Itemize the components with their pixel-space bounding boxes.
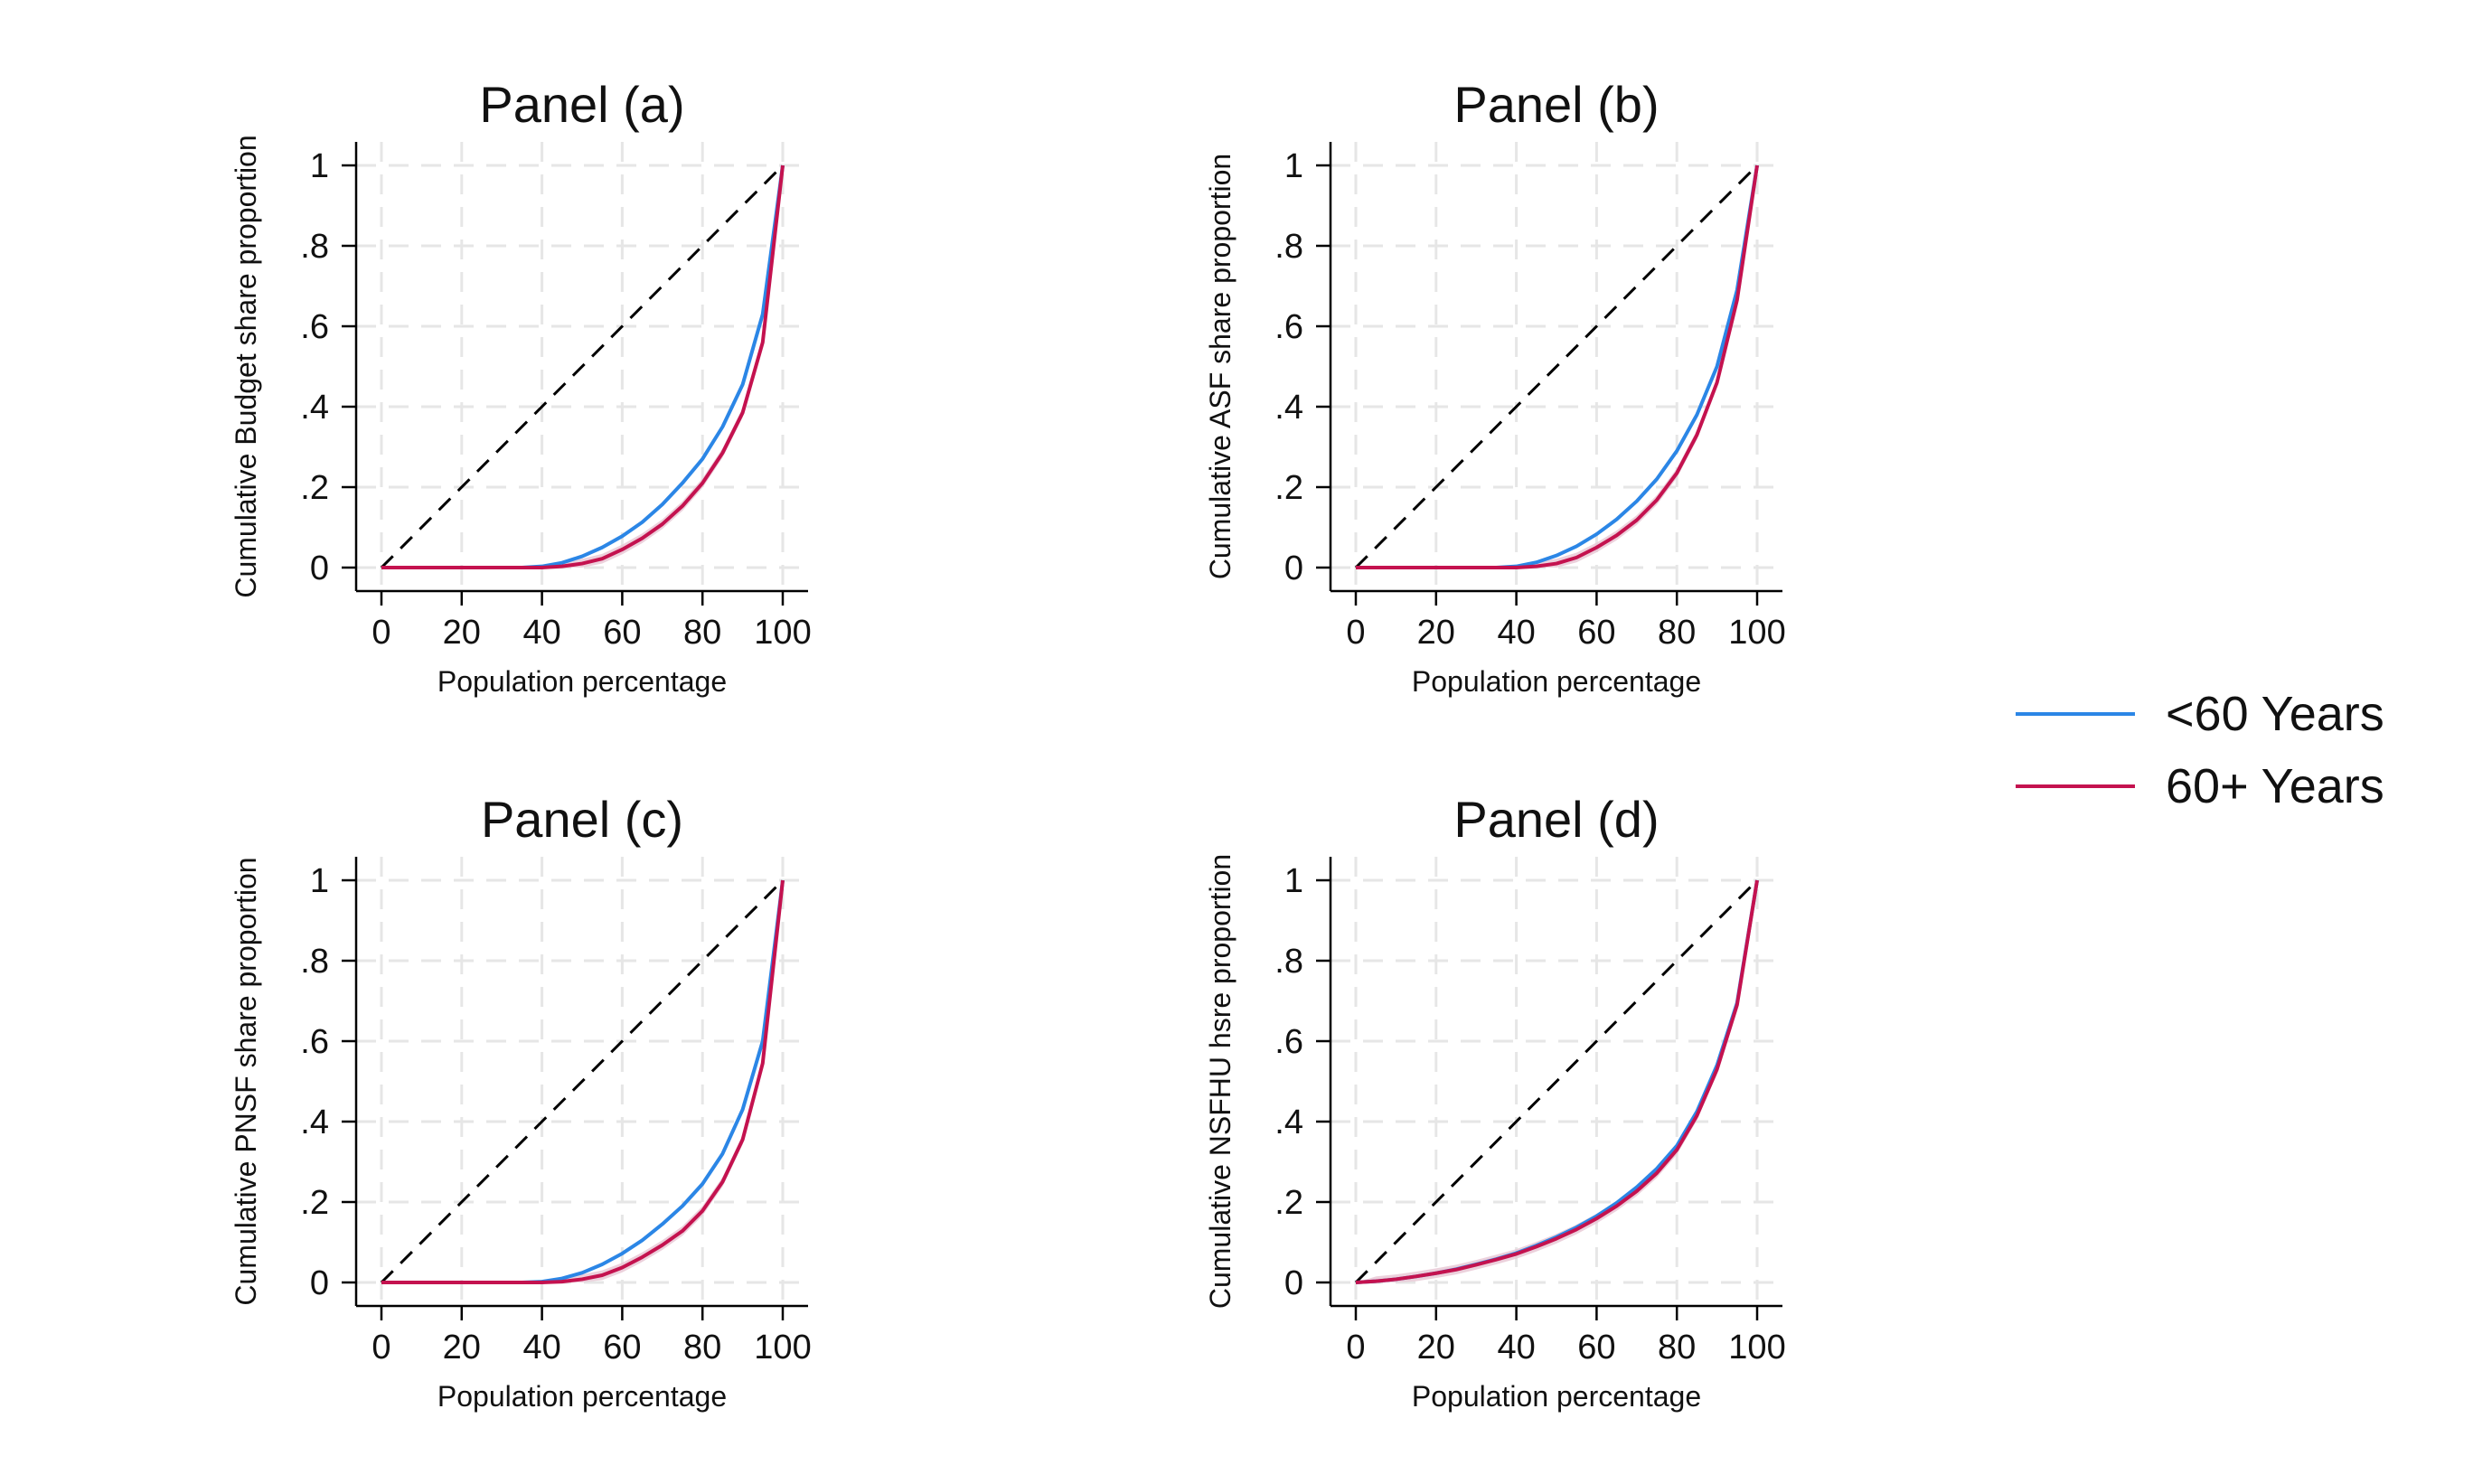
series-line-over60-b <box>1356 164 1759 569</box>
x-tick-label-c: 0 <box>371 1329 390 1367</box>
series-line-over60-a <box>381 164 785 569</box>
y-tick-label-d: .2 <box>1274 1184 1303 1222</box>
x-tick-label-b: 20 <box>1417 614 1455 652</box>
y-tick-label-c: .2 <box>300 1184 329 1222</box>
y-tick-label-c: .6 <box>300 1023 329 1061</box>
y-tick-label-c: 1 <box>310 862 329 900</box>
y-tick-label-d: 1 <box>1284 862 1303 900</box>
y-tick-label-b: .6 <box>1274 308 1303 346</box>
y-tick-label-d: .8 <box>1274 943 1303 981</box>
legend-swatch-over60 <box>2016 784 2135 788</box>
y-tick-label-b: .4 <box>1274 389 1303 427</box>
series-line-over60-c <box>381 879 785 1284</box>
x-tick-label-b: 80 <box>1658 614 1696 652</box>
x-tick-label-b: 40 <box>1497 614 1535 652</box>
x-tick-label-a: 0 <box>371 614 390 652</box>
x-tick-label-a: 40 <box>522 614 560 652</box>
y-tick-label-a: .2 <box>300 469 329 507</box>
x-tick-label-d: 80 <box>1658 1329 1696 1367</box>
y-tick-label-b: .8 <box>1274 228 1303 266</box>
y-tick-label-b: 1 <box>1284 147 1303 185</box>
x-tick-label-b: 100 <box>1728 614 1785 652</box>
series-line-over60-d <box>1355 879 1759 1284</box>
x-tick-label-b: 0 <box>1346 614 1365 652</box>
y-tick-label-a: 0 <box>310 549 329 587</box>
panel-a: 0 .2 .4 .6 .8 1 0 20 40 60 80 100 Panel (a) Populatio… <box>230 76 812 698</box>
x-axis-label-d: Population percentage <box>1412 1380 1701 1413</box>
y-tick-label-b: .2 <box>1274 469 1303 507</box>
y-tick-label-a: .6 <box>300 308 329 346</box>
x-tick-label-d: 0 <box>1346 1329 1365 1367</box>
x-tick-label-c: 80 <box>683 1329 721 1367</box>
panel-title-c: Panel (c) <box>481 791 683 848</box>
x-tick-label-b: 60 <box>1577 614 1615 652</box>
x-tick-label-d: 100 <box>1728 1329 1785 1367</box>
y-tick-label-d: .6 <box>1274 1023 1303 1061</box>
panel-c: 0 .2 .4 .6 .8 1 0 20 40 60 80 100 Panel (c) Populatio… <box>230 791 812 1413</box>
x-tick-label-d: 40 <box>1497 1329 1535 1367</box>
legend-label-over60: 60+ Years <box>2166 759 2384 813</box>
x-tick-label-c: 60 <box>603 1329 641 1367</box>
x-tick-label-c: 100 <box>754 1329 811 1367</box>
x-axis-label-c: Population percentage <box>437 1380 727 1413</box>
x-tick-label-a: 80 <box>683 614 721 652</box>
x-tick-label-c: 20 <box>443 1329 481 1367</box>
y-tick-label-d: 0 <box>1284 1264 1303 1302</box>
x-tick-label-a: 60 <box>603 614 641 652</box>
equality-line-a <box>380 164 785 569</box>
panel-d: 0 .2 .4 .6 .8 1 0 20 40 60 80 100 Panel (d) Populatio… <box>1204 791 1786 1413</box>
panel-title-d: Panel (d) <box>1453 791 1659 848</box>
legend-swatch-under60 <box>2016 712 2135 716</box>
x-tick-label-d: 20 <box>1417 1329 1455 1367</box>
panel-b: 0 .2 .4 .6 .8 1 0 20 40 60 80 100 Panel (b) Populatio… <box>1204 76 1786 698</box>
y-tick-label-b: 0 <box>1284 549 1303 587</box>
y-tick-label-c: .8 <box>300 943 329 981</box>
y-axis-label-a: Cumulative Budget share proportion <box>230 135 262 597</box>
legend-item-over60: 60+ Years <box>2016 750 2384 822</box>
y-tick-label-a: .8 <box>300 228 329 266</box>
y-tick-label-d: .4 <box>1274 1104 1303 1141</box>
y-axis-label-c: Cumulative PNSF share proportion <box>230 857 262 1305</box>
x-tick-label-a: 100 <box>754 614 811 652</box>
legend: <60 Years 60+ Years <box>2016 678 2384 822</box>
y-axis-label-d: Cumulative NSFHU hsre proportion <box>1204 854 1236 1309</box>
y-tick-label-a: .4 <box>300 389 329 427</box>
y-tick-label-a: 1 <box>310 147 329 185</box>
equality-line-c <box>380 878 785 1284</box>
equality-line-b <box>1354 164 1759 569</box>
x-axis-label-b: Population percentage <box>1412 665 1701 698</box>
x-tick-label-c: 40 <box>522 1329 560 1367</box>
legend-label-under60: <60 Years <box>2166 687 2384 741</box>
x-axis-label-a: Population percentage <box>437 665 727 698</box>
panel-title-a: Panel (a) <box>479 76 684 133</box>
y-tick-label-c: .4 <box>300 1104 329 1141</box>
y-tick-label-c: 0 <box>310 1264 329 1302</box>
panel-title-b: Panel (b) <box>1453 76 1659 133</box>
y-axis-label-b: Cumulative ASF share proportion <box>1204 154 1236 579</box>
equality-line-d <box>1354 878 1759 1284</box>
legend-item-under60: <60 Years <box>2016 678 2384 750</box>
x-tick-label-a: 20 <box>443 614 481 652</box>
x-tick-label-d: 60 <box>1577 1329 1615 1367</box>
